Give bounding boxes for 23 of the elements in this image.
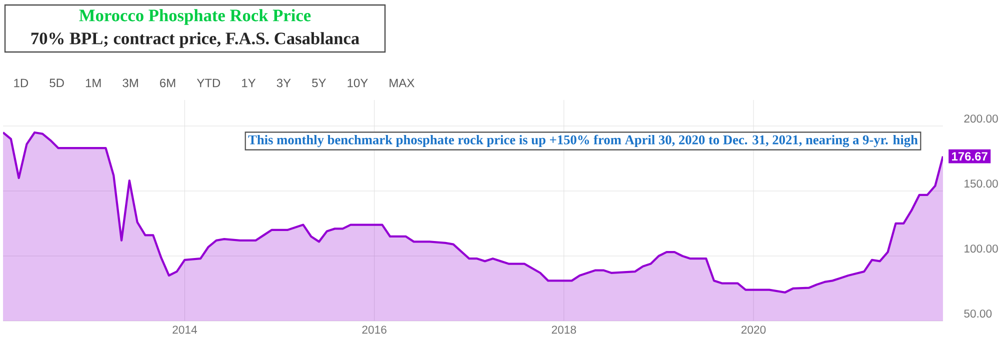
text: MAX [390, 78, 414, 88]
data-label: 176.67 [952, 152, 988, 161]
y-tick-label: 200.00 [964, 114, 998, 123]
chart-title: Morocco Phosphate Rock Price [79, 9, 311, 25]
text: 3M [122, 78, 138, 88]
y-tick-label: 50.00 [964, 310, 992, 318]
y-tick-label: 150.00 [964, 180, 998, 188]
y-tick-label: 100.00 [964, 244, 998, 253]
text: 1D [14, 78, 28, 88]
text: 5Y [312, 78, 326, 88]
text: 3Y [276, 78, 291, 88]
text: 10Y [348, 78, 368, 88]
chart-subtitle: 70% BPL; contract price, F.A.S. Casablanca [31, 32, 360, 48]
x-tick-label: 2014 [172, 326, 197, 334]
text: 1Y [242, 78, 256, 88]
x-tick-label: 2018 [552, 326, 576, 334]
x-tick-label: 2020 [741, 326, 766, 334]
text: 6M [160, 78, 176, 88]
text: 5D [50, 78, 64, 88]
text: YTD [196, 78, 220, 88]
annotation: This monthly benchmark phosphate rock price is up +150% from April 30, 2020 to Dec. 31, 2021, nearing a 9-yr. high [248, 134, 918, 148]
text: 1M [86, 78, 101, 88]
x-tick-label: 2016 [362, 326, 386, 334]
